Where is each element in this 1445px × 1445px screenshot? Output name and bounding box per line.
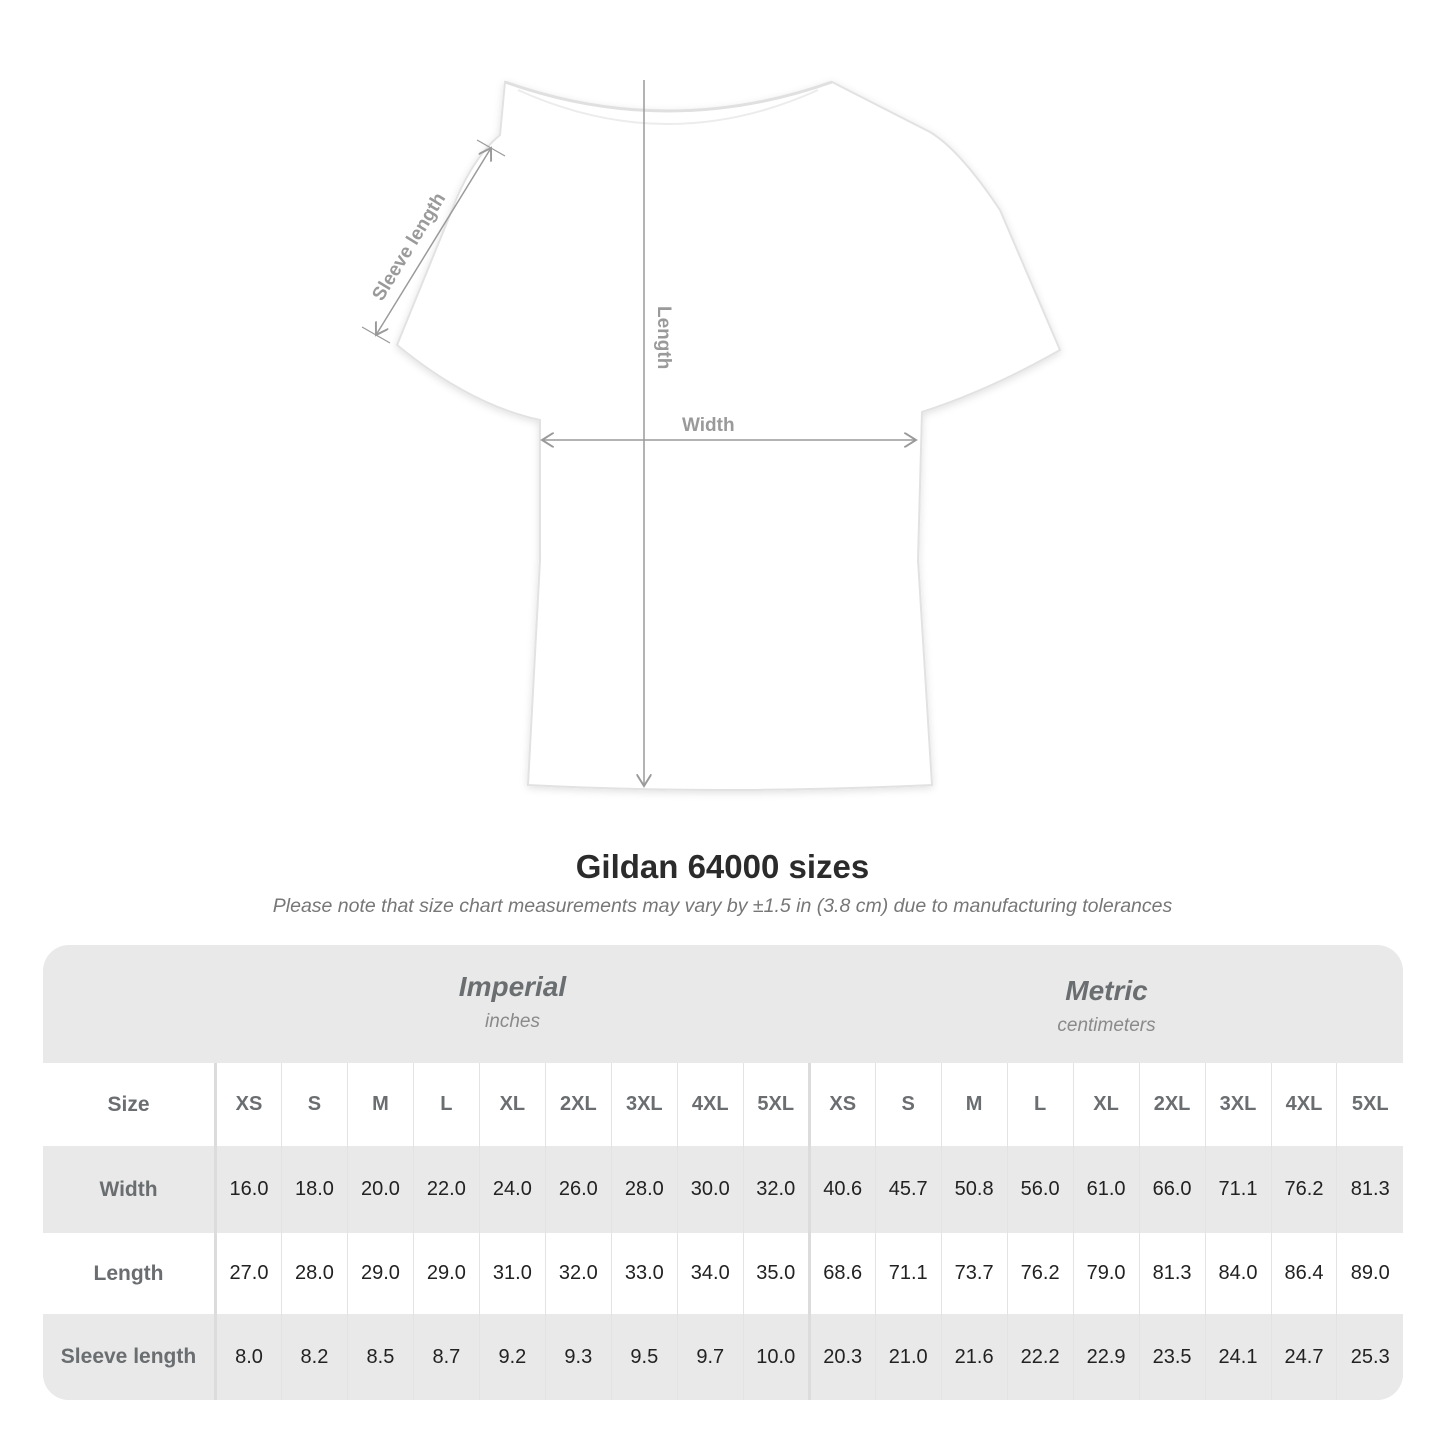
metric-unit: centimeters bbox=[1057, 1015, 1156, 1036]
metric-header: Metric centimeters bbox=[810, 945, 1403, 1063]
imperial-cell: 18.0 bbox=[280, 1146, 348, 1233]
size-chart: Imperial inches Metric centimeters Size X… bbox=[43, 945, 1403, 1400]
imperial-cell: 20.0 bbox=[346, 1146, 414, 1233]
size-header-cell: 2XL bbox=[544, 1063, 612, 1146]
metric-cell: 61.0 bbox=[1072, 1146, 1140, 1233]
imperial-cell: 30.0 bbox=[676, 1146, 744, 1233]
size-header-cell: XL bbox=[478, 1063, 546, 1146]
imperial-cell: 27.0 bbox=[215, 1233, 282, 1314]
metric-cell: 81.3 bbox=[1138, 1233, 1206, 1314]
size-header-cell: 5XL bbox=[742, 1063, 811, 1146]
size-header-cell: L bbox=[1006, 1063, 1074, 1146]
metric-cell: 76.2 bbox=[1270, 1146, 1337, 1233]
row-label: Sleeve length bbox=[43, 1314, 217, 1400]
imperial-cell: 8.0 bbox=[215, 1314, 282, 1400]
imperial-cell: 16.0 bbox=[215, 1146, 282, 1233]
length-label: Length bbox=[653, 306, 674, 369]
imperial-cell: 9.3 bbox=[544, 1314, 612, 1400]
metric-cell: 20.3 bbox=[808, 1314, 876, 1400]
metric-cell: 76.2 bbox=[1006, 1233, 1074, 1314]
size-header-cell: M bbox=[346, 1063, 414, 1146]
size-header-cell: XS bbox=[215, 1063, 282, 1146]
size-header-cell: XL bbox=[1072, 1063, 1140, 1146]
table-row: Length 27.0 28.0 29.0 29.0 31.0 32.0 33.0 34.0 35… bbox=[43, 1233, 1403, 1314]
metric-cell: 22.2 bbox=[1006, 1314, 1074, 1400]
metric-cell: 84.0 bbox=[1204, 1233, 1271, 1314]
imperial-cell: 31.0 bbox=[478, 1233, 546, 1314]
imperial-cell: 29.0 bbox=[412, 1233, 480, 1314]
row-label: Length bbox=[43, 1233, 217, 1314]
metric-cell: 73.7 bbox=[940, 1233, 1008, 1314]
imperial-cell: 9.7 bbox=[676, 1314, 744, 1400]
metric-cell: 71.1 bbox=[874, 1233, 942, 1314]
size-header-cell: 3XL bbox=[1204, 1063, 1271, 1146]
imperial-cell: 9.2 bbox=[478, 1314, 546, 1400]
metric-cell: 68.6 bbox=[808, 1233, 876, 1314]
imperial-cell: 10.0 bbox=[742, 1314, 811, 1400]
metric-cell: 81.3 bbox=[1336, 1146, 1403, 1233]
imperial-cell: 32.0 bbox=[544, 1233, 612, 1314]
metric-cell: 24.1 bbox=[1204, 1314, 1271, 1400]
imperial-cell: 22.0 bbox=[412, 1146, 480, 1233]
metric-cell: 50.8 bbox=[940, 1146, 1008, 1233]
imperial-cell: 34.0 bbox=[676, 1233, 744, 1314]
sleeve-length-line bbox=[376, 148, 491, 335]
imperial-header: Imperial inches bbox=[215, 945, 810, 1063]
imperial-cell: 26.0 bbox=[544, 1146, 612, 1233]
size-header-cell: 5XL bbox=[1336, 1063, 1403, 1146]
table-row: Sleeve length 8.0 8.2 8.5 8.7 9.2 9.3 9.5 9.7 10.… bbox=[43, 1314, 1403, 1400]
imperial-cell: 33.0 bbox=[610, 1233, 678, 1314]
size-header-cell: 3XL bbox=[610, 1063, 678, 1146]
metric-cell: 24.7 bbox=[1270, 1314, 1337, 1400]
tshirt-shape bbox=[395, 80, 1062, 791]
imperial-cell: 35.0 bbox=[742, 1233, 811, 1314]
metric-cell: 21.6 bbox=[940, 1314, 1008, 1400]
size-header-cell: 4XL bbox=[1270, 1063, 1337, 1146]
imperial-cell: 29.0 bbox=[346, 1233, 414, 1314]
metric-cell: 66.0 bbox=[1138, 1146, 1206, 1233]
row-label: Width bbox=[43, 1146, 217, 1233]
imperial-cell: 24.0 bbox=[478, 1146, 546, 1233]
metric-cell: 45.7 bbox=[874, 1146, 942, 1233]
imperial-cell: 8.5 bbox=[346, 1314, 414, 1400]
metric-cell: 40.6 bbox=[808, 1146, 876, 1233]
page-title: Gildan 64000 sizes bbox=[575, 848, 870, 885]
metric-cell: 21.0 bbox=[874, 1314, 942, 1400]
size-header-cell: M bbox=[940, 1063, 1008, 1146]
size-header-row: Size XS S M L XL 2XL 3XL 4XL 5XL XS S M L XL 2XL 3XL 4XL 5… bbox=[43, 1063, 1403, 1146]
metric-cell: 25.3 bbox=[1336, 1314, 1403, 1400]
imperial-cell: 9.5 bbox=[610, 1314, 678, 1400]
imperial-cell: 32.0 bbox=[742, 1146, 811, 1233]
table-row: Width 16.0 18.0 20.0 22.0 24.0 26.0 28.0 30.0 32.… bbox=[43, 1146, 1403, 1233]
metric-cell: 79.0 bbox=[1072, 1233, 1140, 1314]
tshirt-diagram: Sleeve length Length Width bbox=[361, 80, 1062, 791]
size-header-cell: S bbox=[280, 1063, 348, 1146]
size-header-cell: 2XL bbox=[1138, 1063, 1206, 1146]
imperial-cell: 28.0 bbox=[610, 1146, 678, 1233]
metric-cell: 86.4 bbox=[1270, 1233, 1337, 1314]
imperial-unit: inches bbox=[485, 1011, 540, 1032]
metric-cell: 23.5 bbox=[1138, 1314, 1206, 1400]
metric-cell: 89.0 bbox=[1336, 1233, 1403, 1314]
size-header-cell: XS bbox=[808, 1063, 876, 1146]
imperial-cell: 28.0 bbox=[280, 1233, 348, 1314]
metric-cell: 71.1 bbox=[1204, 1146, 1271, 1233]
size-row-label: Size bbox=[43, 1063, 217, 1146]
metric-title: Metric bbox=[1065, 975, 1148, 1006]
imperial-title: Imperial bbox=[458, 971, 567, 1002]
metric-cell: 22.9 bbox=[1072, 1314, 1140, 1400]
size-header-cell: L bbox=[412, 1063, 480, 1146]
size-header-cell: S bbox=[874, 1063, 942, 1146]
width-label: Width bbox=[682, 415, 735, 436]
size-header-cell: 4XL bbox=[676, 1063, 744, 1146]
metric-cell: 56.0 bbox=[1006, 1146, 1074, 1233]
tolerance-note: Please note that size chart measurements… bbox=[272, 895, 1173, 917]
imperial-cell: 8.7 bbox=[412, 1314, 480, 1400]
imperial-cell: 8.2 bbox=[280, 1314, 348, 1400]
size-table: Size XS S M L XL 2XL 3XL 4XL 5XL XS S M L XL 2XL 3XL 4XL 5… bbox=[43, 1063, 1403, 1400]
